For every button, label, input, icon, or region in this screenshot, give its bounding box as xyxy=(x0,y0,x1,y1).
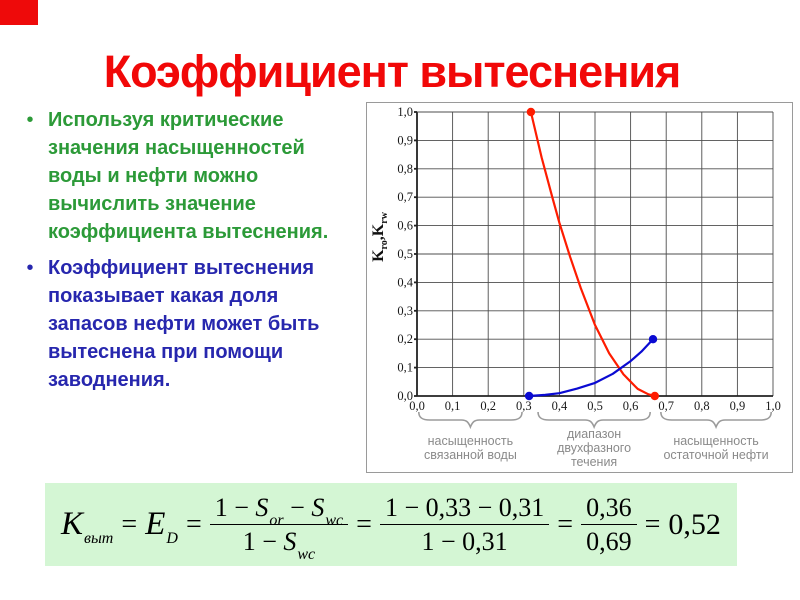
y-axis-label-sub1: ro xyxy=(379,240,391,250)
kro-endpoint xyxy=(650,391,659,401)
result-fraction: 0,36 0,69 xyxy=(581,492,637,556)
slide-title: Коэффициент вытеснения xyxy=(103,46,682,97)
region-label: насыщенность остаточной нефти xyxy=(663,433,769,462)
y-tick-label: 0,4 xyxy=(397,275,413,289)
y-tick-label: 0,2 xyxy=(397,332,413,346)
region-brace xyxy=(537,411,651,430)
fraction-bar xyxy=(581,524,637,525)
fraction-denominator: 1 − 0,31 xyxy=(421,527,508,556)
x-tick-label: 0,1 xyxy=(445,399,461,413)
x-tick-label: 0,4 xyxy=(552,399,568,413)
displacement-formula: Kвыт = ED = 1 − Sor − Swc 1 − Swc = 1 − … xyxy=(45,483,737,566)
chart-plot-area: 0,00,0 0,1 0,1 0,2 0,2 0,3 0,3 0,4 0,4 0,5 0,5 0,6 0… xyxy=(397,105,781,430)
bullet-marker: • xyxy=(26,257,34,279)
y-axis-label: Kro,Krw xyxy=(370,178,390,296)
k-symbol: K xyxy=(61,506,84,542)
fraction-numerator: 0,36 xyxy=(586,492,632,522)
y-tick-label: 0,8 xyxy=(397,162,413,176)
numeric-fraction: 1 − 0,33 − 0,31 1 − 0,31 xyxy=(379,492,550,556)
formula-lhs: Kвыт xyxy=(61,506,113,547)
x-tick-label: 0,7 xyxy=(658,399,674,413)
y-tick-label: 0,5 xyxy=(397,247,413,261)
bullet-list: • Используя критические значения насыщен… xyxy=(22,106,358,402)
y-tick-label: 0,3 xyxy=(397,304,413,318)
region-label: диапазон двухфазного течения xyxy=(557,426,632,470)
x-tick-label: 0,2 xyxy=(480,399,496,413)
y-tick-label: 0,6 xyxy=(397,219,413,233)
corner-accent-square xyxy=(0,0,38,25)
y-tick-label: 1,0 xyxy=(397,105,413,119)
bullet-marker: • xyxy=(26,109,34,131)
y-tick-label: 0,9 xyxy=(397,133,413,147)
region-label: насыщенность связанной воды xyxy=(423,433,517,462)
fraction-bar xyxy=(379,524,550,525)
krw-endpoint xyxy=(524,391,534,401)
x-tick-label: 0,9 xyxy=(730,399,746,413)
region-brace xyxy=(660,411,773,430)
y-axis-label-comma: , xyxy=(370,236,387,241)
symbolic-fraction: 1 − Sor − Swc 1 − Swc xyxy=(209,492,349,563)
bullet-text: Коэффициент вытеснения показывает какая … xyxy=(48,257,320,391)
equals-sign: = xyxy=(121,508,138,540)
x-tick-label: 0,5 xyxy=(587,399,603,413)
equals-sign: = xyxy=(644,508,661,540)
x-tick-label: 0,3 xyxy=(516,399,532,413)
equals-sign: = xyxy=(356,508,372,540)
e-symbol: E xyxy=(145,506,166,542)
bullet-item: • Используя критические значения насыщен… xyxy=(22,106,358,246)
x-tick-label: 1,0 xyxy=(765,399,781,413)
kro-curve xyxy=(529,110,656,398)
fraction-denominator: 0,69 xyxy=(586,527,632,556)
y-tick-label: 0,1 xyxy=(397,361,413,375)
fraction-numerator: 1 − 0,33 − 0,31 xyxy=(384,492,545,522)
fraction-denominator: 1 − Swc xyxy=(242,527,316,563)
fraction-bar xyxy=(209,524,349,525)
equals-sign: = xyxy=(557,508,574,540)
fraction-numerator: 1 − Sor − Swc xyxy=(214,492,344,529)
y-axis-label-k2: K xyxy=(370,223,387,237)
k-subscript: выт xyxy=(84,530,114,547)
region-brace xyxy=(417,411,523,430)
x-tick-label: 0,0 xyxy=(409,399,425,413)
x-tick-label: 0,6 xyxy=(623,399,639,413)
formula-result: 0,52 xyxy=(668,507,721,541)
bullet-text: Используя критические значения насыщенно… xyxy=(48,109,329,243)
krw-endpoint xyxy=(648,335,658,344)
y-axis-label-sub2: rw xyxy=(379,212,391,224)
y-tick-label: 0,7 xyxy=(397,190,413,204)
kro-endpoint xyxy=(526,107,536,117)
y-tick-label: 0,0 xyxy=(397,389,413,403)
equals-sign: = xyxy=(185,508,202,540)
bullet-item: • Коэффициент вытеснения показывает кака… xyxy=(22,254,358,394)
formula-ed: ED xyxy=(145,506,178,547)
krw-curve xyxy=(528,338,655,398)
e-subscript: D xyxy=(166,530,178,547)
x-tick-label: 0,8 xyxy=(694,399,710,413)
relative-permeability-chart: 0,0 0,0 0,1 0,1 0,2 0,2 0,3 0,3 0,4 0,4 0,5 0,5 0,6 0… xyxy=(366,102,793,473)
y-axis-label-k1: K xyxy=(370,249,387,262)
